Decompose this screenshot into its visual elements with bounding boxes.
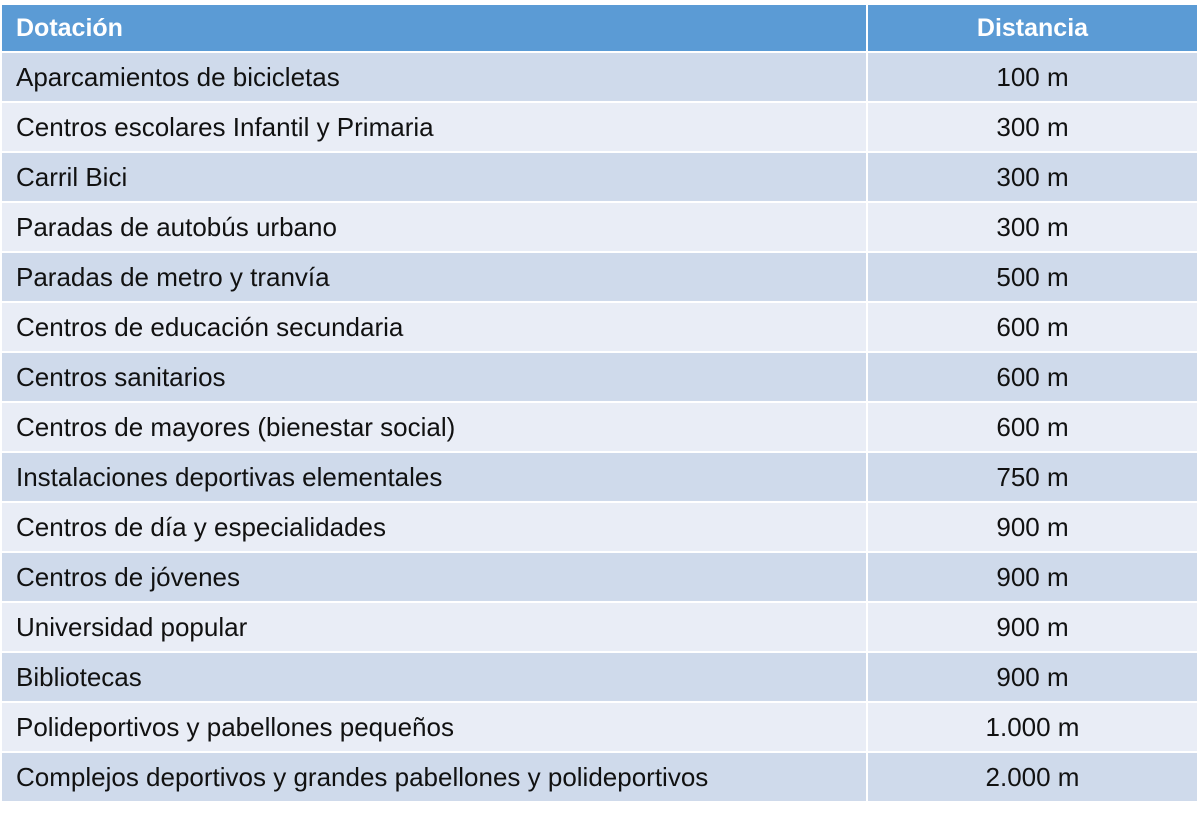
table-row: Centros escolares Infantil y Primaria 300… [2, 103, 1197, 153]
cell-distancia: 750 m [868, 453, 1197, 503]
cell-distancia: 300 m [868, 103, 1197, 153]
cell-dotacion: Carril Bici [2, 153, 868, 203]
table-row: Centros de día y especialidades 900 m [2, 503, 1197, 553]
cell-distancia: 600 m [868, 403, 1197, 453]
cell-dotacion: Centros de mayores (bienestar social) [2, 403, 868, 453]
table-row: Instalaciones deportivas elementales 750 … [2, 453, 1197, 503]
cell-distancia: 2.000 m [868, 753, 1197, 803]
cell-dotacion: Polideportivos y pabellones pequeños [2, 703, 868, 753]
cell-dotacion: Centros de jóvenes [2, 553, 868, 603]
table-body: Aparcamientos de bicicletas 100 m Centros … [2, 53, 1197, 803]
table-header-row: Dotación Distancia [2, 5, 1197, 53]
table-row: Carril Bici 300 m [2, 153, 1197, 203]
cell-distancia: 900 m [868, 603, 1197, 653]
cell-distancia: 900 m [868, 653, 1197, 703]
dotacion-distance-table: Dotación Distancia Aparcamientos de bici… [2, 5, 1197, 803]
cell-distancia: 500 m [868, 253, 1197, 303]
column-header-distancia: Distancia [868, 5, 1197, 53]
cell-dotacion: Centros sanitarios [2, 353, 868, 403]
cell-distancia: 300 m [868, 203, 1197, 253]
cell-dotacion: Centros de día y especialidades [2, 503, 868, 553]
table-row: Centros de jóvenes 900 m [2, 553, 1197, 603]
cell-dotacion: Instalaciones deportivas elementales [2, 453, 868, 503]
cell-distancia: 1.000 m [868, 703, 1197, 753]
cell-dotacion: Paradas de autobús urbano [2, 203, 868, 253]
cell-distancia: 600 m [868, 353, 1197, 403]
table-row: Polideportivos y pabellones pequeños 1.00… [2, 703, 1197, 753]
cell-dotacion: Centros escolares Infantil y Primaria [2, 103, 868, 153]
cell-dotacion: Bibliotecas [2, 653, 868, 703]
cell-dotacion: Aparcamientos de bicicletas [2, 53, 868, 103]
cell-distancia: 600 m [868, 303, 1197, 353]
table-row: Centros de educación secundaria 600 m [2, 303, 1197, 353]
table-row: Universidad popular 900 m [2, 603, 1197, 653]
table-row: Bibliotecas 900 m [2, 653, 1197, 703]
table-row: Complejos deportivos y grandes pabellone… [2, 753, 1197, 803]
cell-dotacion: Complejos deportivos y grandes pabellone… [2, 753, 868, 803]
column-header-dotacion: Dotación [2, 5, 868, 53]
cell-dotacion: Centros de educación secundaria [2, 303, 868, 353]
table-row: Centros sanitarios 600 m [2, 353, 1197, 403]
table-row: Centros de mayores (bienestar social) 600… [2, 403, 1197, 453]
cell-dotacion: Universidad popular [2, 603, 868, 653]
cell-distancia: 900 m [868, 553, 1197, 603]
table-row: Paradas de autobús urbano 300 m [2, 203, 1197, 253]
cell-dotacion: Paradas de metro y tranvía [2, 253, 868, 303]
cell-distancia: 300 m [868, 153, 1197, 203]
table-row: Aparcamientos de bicicletas 100 m [2, 53, 1197, 103]
table-row: Paradas de metro y tranvía 500 m [2, 253, 1197, 303]
cell-distancia: 100 m [868, 53, 1197, 103]
cell-distancia: 900 m [868, 503, 1197, 553]
